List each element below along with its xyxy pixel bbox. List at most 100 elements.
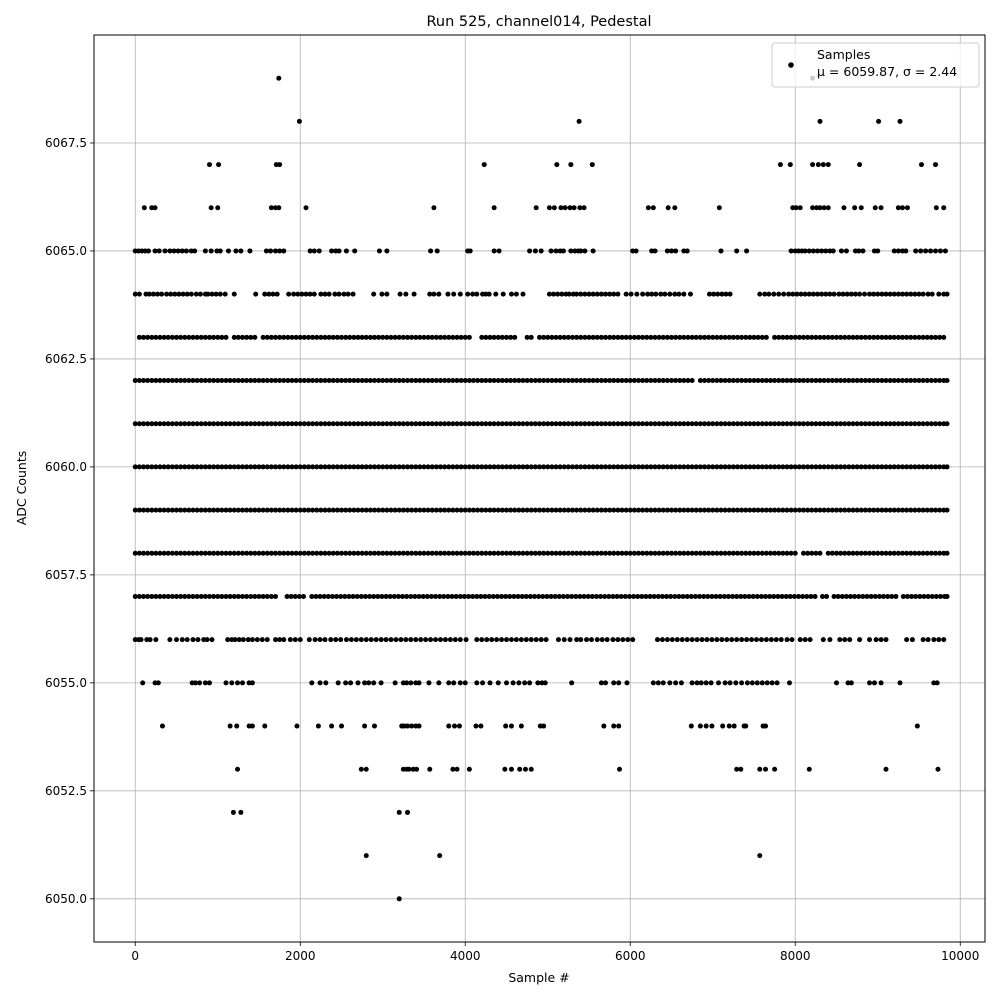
data-point (147, 637, 153, 643)
data-point (664, 593, 670, 599)
data-point (248, 421, 254, 427)
data-point (819, 248, 825, 254)
data-point (714, 507, 720, 513)
data-point (555, 291, 561, 297)
data-point (232, 637, 238, 643)
data-point (184, 637, 190, 643)
data-point (329, 248, 335, 254)
data-point (169, 464, 175, 470)
data-point (306, 637, 312, 643)
data-point (566, 291, 572, 297)
data-point (648, 507, 654, 513)
data-point (307, 248, 313, 254)
data-point (743, 421, 749, 427)
data-point (343, 637, 349, 643)
data-point (165, 593, 171, 599)
data-point (217, 291, 223, 297)
data-point (512, 421, 518, 427)
data-point (937, 334, 943, 340)
data-point (388, 378, 394, 384)
data-point (157, 550, 163, 556)
data-point (429, 378, 435, 384)
data-point (532, 248, 538, 254)
data-point (697, 378, 703, 384)
data-point (479, 421, 485, 427)
data-point (577, 593, 583, 599)
data-point (862, 334, 868, 340)
data-point (227, 507, 233, 513)
data-point (912, 378, 918, 384)
data-point (546, 205, 552, 211)
data-point (711, 291, 717, 297)
data-point (594, 637, 600, 643)
data-point (307, 291, 313, 297)
data-point (768, 464, 773, 470)
data-point (223, 507, 229, 513)
data-point (198, 378, 204, 384)
data-point (627, 464, 633, 470)
data-point (697, 550, 703, 556)
data-point (648, 421, 654, 427)
data-point (417, 421, 423, 427)
data-point (375, 593, 381, 599)
data-point (857, 637, 863, 643)
data-point (561, 637, 567, 643)
data-point (161, 334, 167, 340)
data-point (829, 464, 835, 470)
data-point (367, 550, 373, 556)
data-point (225, 637, 231, 643)
data-point (363, 334, 369, 340)
data-point (445, 593, 451, 599)
data-point (776, 464, 782, 470)
data-point (553, 464, 559, 470)
data-point (934, 680, 940, 686)
data-point (442, 334, 448, 340)
data-point (376, 421, 382, 427)
data-point (554, 162, 560, 168)
data-point (463, 637, 469, 643)
data-point (838, 507, 844, 513)
data-point (388, 637, 394, 643)
data-point (155, 291, 161, 297)
data-point (451, 291, 457, 297)
data-point (706, 550, 712, 556)
data-point (842, 464, 848, 470)
data-point (667, 291, 673, 297)
data-point (862, 421, 868, 427)
data-point (879, 334, 885, 340)
data-point (768, 550, 773, 556)
data-point (405, 378, 410, 384)
data-point (227, 378, 233, 384)
data-point (359, 378, 365, 384)
data-point (935, 766, 941, 772)
data-point (739, 464, 745, 470)
data-point (303, 291, 309, 297)
data-point (920, 378, 926, 384)
data-point (913, 593, 919, 599)
data-point (209, 291, 215, 297)
data-point (252, 464, 258, 470)
data-point (801, 421, 806, 427)
data-point (225, 248, 231, 254)
data-point (843, 593, 849, 599)
data-point (520, 464, 526, 470)
data-point (194, 550, 200, 556)
data-point (796, 507, 802, 513)
data-point (186, 550, 192, 556)
data-point (706, 291, 712, 297)
data-point (555, 637, 561, 643)
data-point (326, 334, 332, 340)
data-point (755, 334, 761, 340)
data-point (165, 507, 171, 513)
data-point (678, 680, 684, 686)
data-point (928, 507, 934, 513)
data-point (145, 334, 151, 340)
data-point (757, 766, 763, 772)
data-point (471, 464, 476, 470)
data-point (842, 550, 848, 556)
data-point (132, 291, 138, 297)
data-point (636, 334, 641, 340)
data-point (491, 464, 497, 470)
data-point (178, 550, 184, 556)
data-point (479, 550, 485, 556)
